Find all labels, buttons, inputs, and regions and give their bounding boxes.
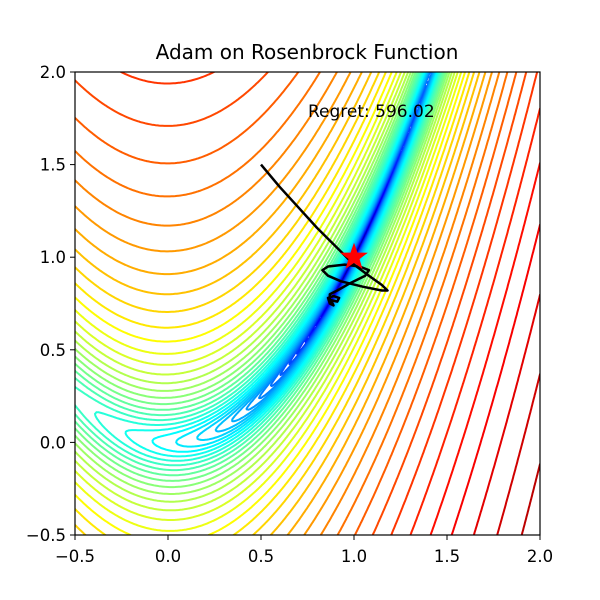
x-tick-label: 1.0: [341, 547, 367, 566]
axes-frame: [74, 71, 541, 536]
contour-level: [75, 72, 453, 503]
contour-level: [472, 293, 540, 535]
optimizer-path: [260, 163, 389, 307]
contour-level: [75, 72, 501, 535]
contour-level: [124, 72, 440, 458]
contour-level: [75, 72, 463, 532]
contour-level: [75, 72, 449, 489]
y-tick-label: −0.5: [26, 526, 66, 545]
contour-level: [75, 72, 451, 495]
y-tick-label: 0.5: [40, 341, 66, 360]
contour-level: [94, 72, 441, 462]
x-axis: −0.5 0.0 0.5 1.0 1.5 2.0: [55, 535, 553, 566]
contour-level: [151, 72, 439, 453]
contour-level: [450, 223, 540, 535]
regret-annotation: Regret: 596.02: [308, 102, 435, 122]
contour-level: [75, 72, 444, 472]
contour-level: [75, 72, 456, 512]
y-tick-label: 1.0: [40, 248, 66, 267]
contour-level: [75, 72, 528, 535]
optimizer-path-layer: [260, 163, 389, 307]
contour-level: [75, 72, 445, 477]
x-tick-label: 0.0: [155, 547, 181, 566]
y-tick-label: 1.5: [40, 156, 66, 175]
x-tick-label: 2.0: [527, 547, 553, 566]
contour-level: [75, 72, 447, 482]
x-tick-label: 0.5: [248, 547, 274, 566]
contour-level: [496, 373, 540, 535]
x-tick-label: 1.5: [434, 547, 460, 566]
contour-level: [75, 72, 476, 535]
contour-level: [409, 107, 540, 535]
contour-level: [75, 72, 493, 535]
contour-level: [75, 72, 518, 535]
optimum-star-marker: [340, 242, 368, 269]
contour-lines: [75, 72, 540, 535]
optimum-marker-layer: [340, 242, 368, 269]
contour-level: [75, 72, 459, 521]
y-tick-label: 2.0: [40, 63, 66, 82]
chart-title: Adam on Rosenbrock Function: [156, 40, 459, 64]
x-tick-label: −0.5: [55, 547, 95, 566]
plot-area: [75, 72, 540, 535]
contour-level: [520, 463, 540, 535]
y-tick-label: 0.0: [40, 433, 66, 452]
y-axis: −0.5 0.0 0.5 1.0 1.5 2.0: [26, 63, 75, 545]
contour-level: [75, 72, 471, 535]
